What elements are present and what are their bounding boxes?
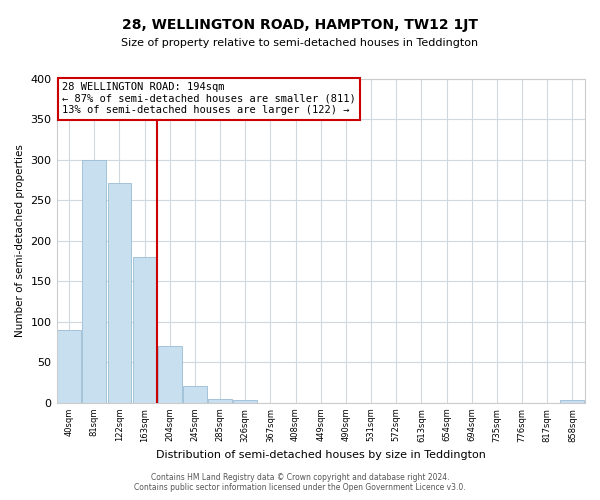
Bar: [183, 386, 207, 403]
Bar: [560, 400, 584, 403]
Bar: [133, 257, 157, 403]
Bar: [82, 160, 106, 403]
X-axis label: Distribution of semi-detached houses by size in Teddington: Distribution of semi-detached houses by …: [156, 450, 486, 460]
Text: 28 WELLINGTON ROAD: 194sqm
← 87% of semi-detached houses are smaller (811)
13% o: 28 WELLINGTON ROAD: 194sqm ← 87% of semi…: [62, 82, 356, 116]
Bar: [233, 400, 257, 403]
Text: 28, WELLINGTON ROAD, HAMPTON, TW12 1JT: 28, WELLINGTON ROAD, HAMPTON, TW12 1JT: [122, 18, 478, 32]
Text: Contains HM Land Registry data © Crown copyright and database right 2024.
Contai: Contains HM Land Registry data © Crown c…: [134, 473, 466, 492]
Bar: [208, 399, 232, 403]
Bar: [158, 346, 182, 403]
Text: Size of property relative to semi-detached houses in Teddington: Size of property relative to semi-detach…: [121, 38, 479, 48]
Bar: [57, 330, 81, 403]
Bar: [107, 182, 131, 403]
Y-axis label: Number of semi-detached properties: Number of semi-detached properties: [15, 144, 25, 338]
